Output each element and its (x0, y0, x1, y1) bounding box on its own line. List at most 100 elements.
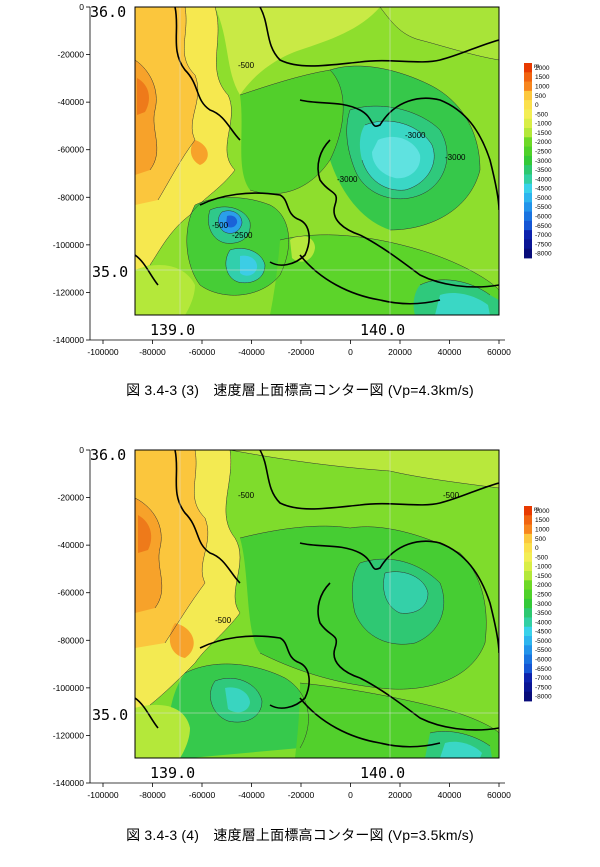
legend-label: -3500 (535, 167, 552, 174)
lat-lon-grid (135, 7, 499, 315)
legend-label: -6000 (535, 214, 552, 221)
legend-label: 2000 (535, 65, 550, 72)
longitude-label: 140.0 (360, 764, 405, 782)
x-tick-label: -40000 (238, 347, 265, 357)
legend-label: -2000 (535, 582, 552, 589)
y-tick-label: -20000 (58, 493, 85, 503)
contour-label: -2500 (232, 231, 253, 240)
latitude-label: 36.0 (90, 3, 126, 21)
x-tick-label: 60000 (487, 790, 511, 800)
y-tick-label: 0 (79, 445, 84, 455)
latitude-label: 35.0 (92, 263, 128, 281)
contour-label: -3000 (337, 175, 358, 184)
legend-swatch (524, 571, 532, 581)
y-tick-label: -100000 (53, 683, 84, 693)
contour-value-labels: -500 -500 -500 (215, 491, 460, 625)
elevation-fill (135, 450, 499, 758)
legend-swatch (524, 155, 532, 166)
legend-swatch (524, 645, 532, 655)
legend-swatch (524, 691, 532, 702)
legend-label: -8000 (535, 694, 552, 701)
legend-label: -1500 (535, 130, 552, 137)
x-tick-label: 20000 (388, 347, 412, 357)
y-axis: 0 -20000 -40000 -60000 -80000 -100000 -120000 -… (53, 445, 91, 788)
legend-label: -4000 (535, 176, 552, 183)
legend-swatch (524, 617, 532, 628)
map-frame (134, 6, 500, 316)
legend-label: -5000 (535, 638, 552, 645)
legend-label: -500 (535, 554, 548, 561)
legend-label: 500 (535, 536, 546, 543)
legend-swatch (524, 589, 532, 600)
x-tick-label: 0 (348, 347, 353, 357)
legend-label: -8000 (535, 251, 552, 258)
legend-swatch (524, 663, 532, 674)
legend-swatch (524, 81, 532, 92)
x-axis: -100000 -80000 -60000 -40000 -20000 0 20000 400… (87, 339, 511, 357)
y-tick-label: -100000 (53, 240, 84, 250)
x-tick-label: -20000 (288, 347, 315, 357)
y-tick-label: -140000 (53, 778, 84, 788)
legend-swatch (524, 63, 532, 73)
legend-swatch (524, 598, 532, 609)
legend-swatch (524, 673, 532, 683)
legend-label: -5000 (535, 195, 552, 202)
legend-swatch (524, 552, 532, 563)
legend-swatch (524, 543, 532, 553)
x-tick-label: 40000 (438, 790, 462, 800)
longitude-label: 139.0 (150, 764, 195, 782)
legend-label: -3000 (535, 158, 552, 165)
legend-label: -2000 (535, 139, 552, 146)
legend-swatch (524, 608, 532, 618)
legend-label: -500 (535, 111, 548, 118)
legend-label: -6500 (535, 666, 552, 673)
contour-label: -500 (212, 221, 229, 230)
map-frame (134, 449, 500, 759)
legend-swatch (524, 626, 532, 637)
legend-swatch (524, 230, 532, 240)
legend-swatch (524, 202, 532, 212)
legend-label: -5500 (535, 204, 552, 211)
legend-swatch (524, 211, 532, 222)
legend-swatch (524, 146, 532, 157)
legend-label: 1000 (535, 84, 550, 91)
contour-map: -500 -500 -2500 -3000 -3000 -3000 0 -2000… (53, 2, 552, 357)
x-axis: -100000 -80000 -60000 -40000 -20000 0 20000 400… (87, 782, 511, 800)
y-tick-label: -20000 (58, 50, 85, 60)
legend-label: 1000 (535, 527, 550, 534)
legend-swatch (524, 100, 532, 110)
legend-label: -4500 (535, 186, 552, 193)
y-tick-label: -40000 (58, 97, 85, 107)
latitude-label: 36.0 (90, 446, 126, 464)
legend-label: -6000 (535, 657, 552, 664)
legend-swatch (524, 580, 532, 590)
y-tick-label: -120000 (53, 730, 84, 740)
legend-swatch (524, 636, 532, 646)
figure-caption: 図 3.4-3 (4) 速度層上面標高コンター図 (Vp=3.5km/s) (126, 827, 474, 843)
contour-map: -500 -500 -500 0-20000-40000-60000-80000… (53, 445, 552, 800)
y-tick-label: -80000 (58, 192, 85, 202)
legend-swatch (524, 561, 532, 572)
legend-label: 500 (535, 93, 546, 100)
legend-swatch (524, 506, 532, 516)
legend-swatch (524, 239, 532, 250)
legend-label: -7500 (535, 241, 552, 248)
legend-swatch (524, 515, 532, 525)
legend-swatch (524, 174, 532, 185)
contour-label: -500 (215, 616, 232, 625)
y-tick-label: -60000 (58, 145, 85, 155)
y-tick-label: -140000 (53, 335, 84, 345)
latitude-label: 35.0 (92, 706, 128, 724)
contour-label: -500 (443, 491, 460, 500)
legend-label: -1000 (535, 121, 552, 128)
contour-label: -500 (238, 61, 255, 70)
legend-swatch (524, 533, 532, 544)
legend-label: -1500 (535, 573, 552, 580)
color-legend: m 2000 1500 1000 500 0 -500 -1000 -1500 -2000 -25… (524, 506, 552, 702)
x-tick-label: 60000 (487, 347, 511, 357)
legend-swatch (524, 137, 532, 147)
legend-unit: m (534, 506, 539, 513)
x-tick-label: -20000 (288, 790, 315, 800)
legend-label: -1000 (535, 564, 552, 571)
x-tick-label: -60000 (189, 790, 216, 800)
